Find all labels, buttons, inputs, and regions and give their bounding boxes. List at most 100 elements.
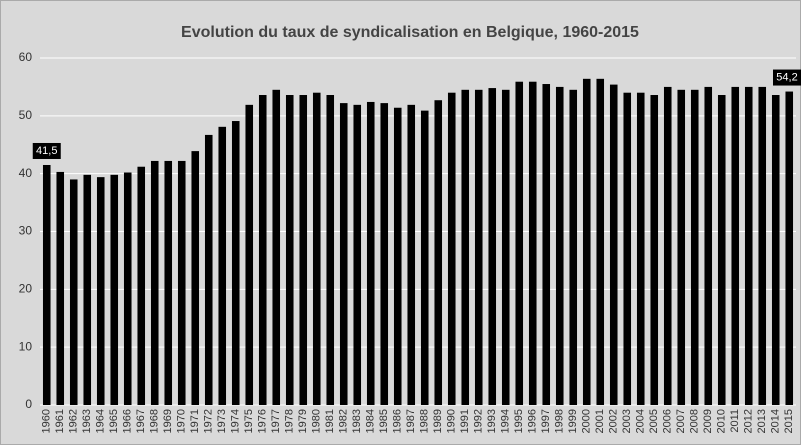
bar bbox=[717, 95, 726, 405]
bar bbox=[569, 89, 578, 405]
bar bbox=[218, 126, 227, 406]
bar bbox=[501, 89, 510, 405]
x-tick-label: 2003 bbox=[621, 409, 633, 433]
bar bbox=[258, 95, 267, 405]
label-box bbox=[32, 142, 61, 159]
bar bbox=[650, 95, 659, 405]
bar bbox=[150, 160, 159, 405]
x-tick-label: 1969 bbox=[162, 409, 174, 433]
y-tick-label: 20 bbox=[19, 282, 33, 296]
bar bbox=[245, 104, 254, 405]
bar bbox=[771, 95, 780, 405]
bar bbox=[96, 177, 105, 405]
bar bbox=[56, 171, 65, 405]
bar bbox=[285, 95, 294, 405]
x-tick-label: 1998 bbox=[554, 409, 566, 433]
data-label: 54,2 bbox=[776, 71, 797, 83]
y-tick-label: 40 bbox=[19, 166, 33, 180]
x-tick-label: 1986 bbox=[392, 409, 404, 433]
bar bbox=[488, 88, 497, 405]
x-tick-label: 1968 bbox=[149, 409, 161, 433]
bar bbox=[704, 86, 713, 406]
data-label: 41,5 bbox=[36, 145, 57, 157]
x-tick-label: 1984 bbox=[365, 409, 377, 433]
bar bbox=[542, 84, 551, 406]
x-tick-label: 1983 bbox=[351, 409, 363, 433]
x-tick-label: 1989 bbox=[432, 409, 444, 433]
bar bbox=[339, 103, 348, 406]
chart-title: Evolution du taux de syndicalisation en … bbox=[181, 24, 639, 41]
bar bbox=[123, 172, 132, 405]
bar bbox=[420, 110, 429, 406]
x-tick-label: 1987 bbox=[405, 409, 417, 433]
x-tick-label: 1980 bbox=[311, 409, 323, 433]
x-tick-label: 2013 bbox=[756, 409, 768, 433]
bar bbox=[366, 101, 375, 405]
bar bbox=[393, 107, 402, 405]
bar bbox=[191, 151, 200, 405]
x-tick-label: 1988 bbox=[419, 409, 431, 433]
y-tick-label: 30 bbox=[19, 224, 33, 238]
x-tick-label: 1996 bbox=[527, 409, 539, 433]
bar bbox=[528, 81, 537, 405]
bar bbox=[407, 104, 416, 405]
bar bbox=[609, 84, 618, 405]
bar bbox=[744, 86, 753, 406]
bar bbox=[447, 92, 456, 405]
bar bbox=[582, 78, 591, 405]
x-tick-label: 1962 bbox=[68, 409, 80, 433]
x-tick-label: 1997 bbox=[540, 409, 552, 433]
x-tick-label: 1977 bbox=[270, 409, 282, 433]
x-tick-label: 2002 bbox=[608, 409, 620, 433]
bar bbox=[434, 100, 443, 406]
x-tick-label: 2010 bbox=[716, 409, 728, 433]
x-tick-label: 1963 bbox=[81, 409, 93, 433]
x-tick-label: 2007 bbox=[675, 409, 687, 433]
bar bbox=[663, 86, 672, 406]
x-tick-label: 2000 bbox=[581, 409, 593, 433]
x-tick-label: 2011 bbox=[729, 409, 741, 433]
bar bbox=[299, 95, 308, 405]
y-tick-label: 10 bbox=[19, 339, 33, 353]
bar bbox=[353, 104, 362, 405]
x-tick-label: 1990 bbox=[446, 409, 458, 433]
bar bbox=[636, 92, 645, 405]
x-tick-label: 1967 bbox=[135, 409, 147, 433]
x-tick-label: 1981 bbox=[324, 409, 336, 433]
bar bbox=[164, 160, 173, 405]
x-tick-label: 2009 bbox=[702, 409, 714, 433]
y-tick-label: 0 bbox=[25, 397, 32, 411]
bar bbox=[677, 89, 686, 405]
x-tick-label: 2005 bbox=[648, 409, 660, 433]
bar bbox=[690, 89, 699, 405]
x-tick-label: 1999 bbox=[567, 409, 579, 433]
x-tick-label: 2004 bbox=[635, 409, 647, 433]
x-tick-label: 1985 bbox=[378, 409, 390, 433]
x-tick-label: 2001 bbox=[594, 409, 606, 433]
x-tick-label: 1971 bbox=[189, 409, 201, 433]
x-tick-label: 2006 bbox=[662, 409, 674, 433]
bar bbox=[204, 134, 213, 405]
bar bbox=[474, 89, 483, 405]
x-tick-label: 1973 bbox=[216, 409, 228, 433]
x-tick-label: 2015 bbox=[783, 409, 795, 433]
bar bbox=[326, 95, 335, 405]
bar bbox=[461, 89, 470, 405]
x-tick-label: 1961 bbox=[54, 409, 66, 433]
bar bbox=[177, 160, 186, 405]
bar bbox=[731, 86, 740, 406]
x-tick-label: 2008 bbox=[689, 409, 701, 433]
bar bbox=[623, 92, 632, 405]
bar bbox=[312, 92, 321, 405]
x-tick-label: 1995 bbox=[513, 409, 525, 433]
x-tick-label: 2014 bbox=[770, 409, 782, 433]
x-tick-label: 1979 bbox=[297, 409, 309, 433]
x-tick-label: 1982 bbox=[338, 409, 350, 433]
x-tick-label: 1970 bbox=[176, 409, 188, 433]
y-tick-label: 60 bbox=[19, 50, 33, 64]
x-tick-label: 1964 bbox=[95, 409, 107, 433]
x-tick-label: 1994 bbox=[500, 409, 512, 433]
bar bbox=[42, 164, 51, 405]
bar bbox=[758, 86, 767, 406]
